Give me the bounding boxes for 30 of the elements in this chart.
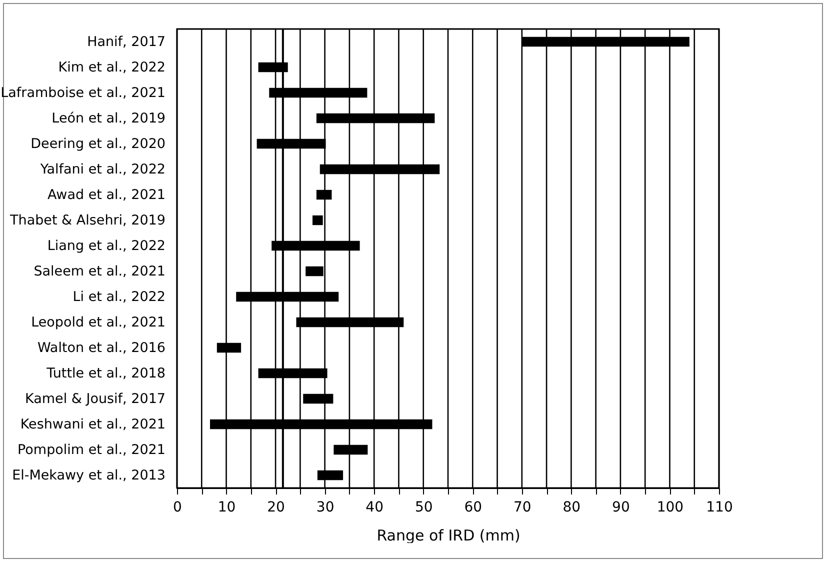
y-tick-label: Pompolim et al., 2021 <box>18 442 166 458</box>
y-tick-label: Thabet & Alsehri, 2019 <box>9 212 166 228</box>
x-tick-label: 60 <box>464 500 482 516</box>
y-tick-label: Hanif, 2017 <box>87 34 166 50</box>
x-tick-label: 20 <box>267 500 285 516</box>
x-tick-label: 100 <box>656 500 684 516</box>
y-tick-label: Awad et al., 2021 <box>47 186 166 203</box>
x-tick-label: 90 <box>612 500 630 516</box>
y-tick-label: Laframboise et al., 2021 <box>0 84 166 101</box>
y-tick-label: Deering et al., 2020 <box>30 136 166 152</box>
y-tick-label: Saleem et al., 2021 <box>34 263 166 280</box>
x-tick-label: 50 <box>414 500 433 516</box>
y-tick-label: Kim et al., 2022 <box>58 59 166 76</box>
y-tick-label: Tuttle et al., 2018 <box>46 365 166 382</box>
y-tick-label: Yalfani et al., 2022 <box>39 161 166 178</box>
y-tick-label: Walton et al., 2016 <box>37 340 166 356</box>
x-tick-label: 110 <box>706 500 733 516</box>
y-tick-label: Leopold et al., 2021 <box>31 314 166 330</box>
x-tick-label: 70 <box>513 500 532 516</box>
y-tick-label: Kamel & Jousif, 2017 <box>25 390 166 407</box>
y-tick-label: Li et al., 2022 <box>72 288 166 305</box>
x-tick-label: 30 <box>316 500 334 516</box>
x-tick-label: 80 <box>562 500 581 516</box>
y-tick-label: Liang et al., 2022 <box>47 238 166 254</box>
y-tick-label: El-Mekawy et al., 2013 <box>12 467 166 484</box>
y-tick-label: Keshwani et al., 2021 <box>20 416 166 432</box>
x-tick-label: 10 <box>218 500 236 516</box>
x-tick-label: 40 <box>366 500 384 516</box>
x-tick-label: 0 <box>173 500 182 516</box>
y-tick-label: León et al., 2019 <box>52 110 166 126</box>
